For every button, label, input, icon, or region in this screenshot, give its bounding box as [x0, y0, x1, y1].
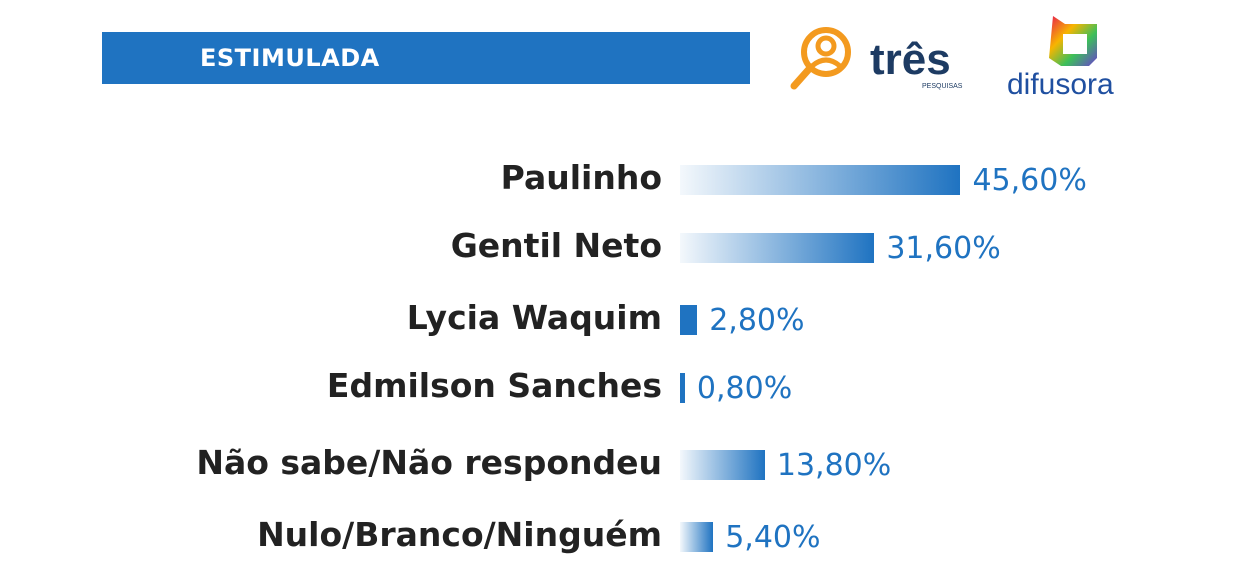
bar [680, 233, 875, 263]
tres-logo-text: três [870, 35, 951, 84]
bar [680, 373, 685, 403]
value-label: 13,80% [776, 448, 892, 483]
category-label: Edmilson Sanches [326, 366, 662, 405]
category-label: Lycia Waquim [406, 298, 662, 337]
value-label: 45,60% [972, 163, 1087, 198]
bar [680, 165, 961, 195]
category-label: Nulo/Branco/Ninguém [257, 515, 662, 554]
tres-pesquisas-logo: três PESQUISAS [790, 27, 963, 90]
bar [680, 450, 765, 480]
value-label: 5,40% [725, 520, 821, 555]
tres-logo-subtext: PESQUISAS [922, 83, 963, 90]
difusora-logo-text: difusora [1007, 68, 1114, 100]
bar [680, 522, 714, 552]
category-label: Não sabe/Não respondeu [196, 443, 662, 482]
value-label: 0,80% [696, 371, 793, 406]
title-banner: ESTIMULADA [102, 32, 750, 84]
difusora-logo: difusora [1007, 16, 1114, 100]
chart-title: ESTIMULADA [200, 44, 380, 72]
value-label: 2,80% [709, 303, 805, 338]
category-label: Paulinho [500, 158, 662, 197]
bar [680, 305, 698, 335]
value-label: 31,60% [886, 231, 1001, 266]
category-label: Gentil Neto [450, 226, 662, 265]
